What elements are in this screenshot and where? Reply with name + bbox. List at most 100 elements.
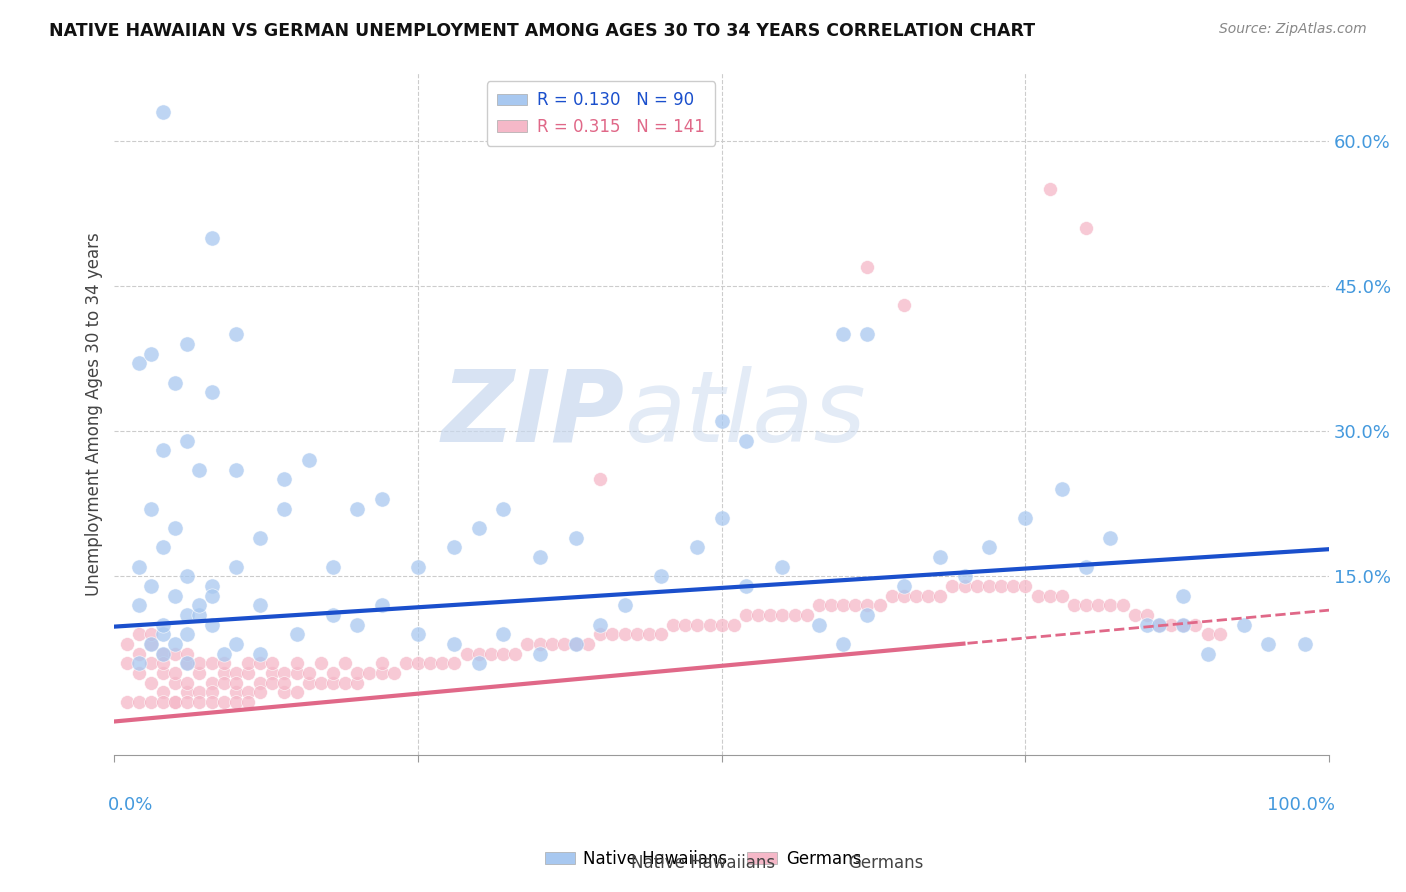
Point bbox=[200, 695, 222, 709]
Point bbox=[176, 607, 198, 622]
Point bbox=[285, 666, 308, 681]
Point bbox=[298, 666, 321, 681]
Point bbox=[139, 657, 162, 671]
Point bbox=[128, 559, 150, 574]
Point bbox=[176, 675, 198, 690]
Point bbox=[128, 657, 150, 671]
Point bbox=[1147, 617, 1170, 632]
Point bbox=[565, 531, 588, 545]
Point bbox=[115, 657, 138, 671]
Point bbox=[492, 647, 515, 661]
Point bbox=[1233, 617, 1256, 632]
Point bbox=[322, 675, 344, 690]
Point bbox=[807, 617, 830, 632]
Point bbox=[176, 657, 198, 671]
Point bbox=[165, 521, 187, 535]
Point bbox=[128, 627, 150, 641]
Point bbox=[262, 666, 284, 681]
Point bbox=[298, 675, 321, 690]
Point bbox=[152, 666, 174, 681]
Point bbox=[176, 337, 198, 351]
Point bbox=[977, 541, 1000, 555]
Point bbox=[200, 579, 222, 593]
Point bbox=[139, 627, 162, 641]
Point bbox=[298, 453, 321, 467]
Point bbox=[370, 491, 392, 506]
Point bbox=[249, 531, 271, 545]
Text: Germans: Germans bbox=[848, 855, 924, 872]
Point bbox=[370, 599, 392, 613]
Point bbox=[1039, 589, 1062, 603]
Point bbox=[710, 511, 733, 525]
Point bbox=[1147, 617, 1170, 632]
Point bbox=[953, 579, 976, 593]
Point bbox=[1026, 589, 1049, 603]
Point bbox=[650, 627, 672, 641]
Point bbox=[370, 657, 392, 671]
Point bbox=[1160, 617, 1182, 632]
Point bbox=[468, 647, 491, 661]
Point bbox=[747, 607, 769, 622]
Text: 100.0%: 100.0% bbox=[1267, 797, 1336, 814]
Point bbox=[735, 607, 758, 622]
Point bbox=[128, 666, 150, 681]
Legend: R = 0.130   N = 90, R = 0.315   N = 141: R = 0.130 N = 90, R = 0.315 N = 141 bbox=[486, 81, 716, 145]
Point bbox=[844, 599, 866, 613]
Point bbox=[735, 579, 758, 593]
Point bbox=[346, 617, 368, 632]
Point bbox=[589, 627, 612, 641]
Point bbox=[285, 627, 308, 641]
Point bbox=[553, 637, 575, 651]
Point bbox=[1039, 182, 1062, 196]
Point bbox=[165, 589, 187, 603]
Point bbox=[139, 695, 162, 709]
Point bbox=[1002, 579, 1025, 593]
Point bbox=[212, 675, 235, 690]
Point bbox=[200, 589, 222, 603]
Point bbox=[1099, 531, 1122, 545]
Point bbox=[759, 607, 782, 622]
Point bbox=[285, 685, 308, 699]
Point bbox=[225, 685, 247, 699]
Point bbox=[139, 637, 162, 651]
Point bbox=[128, 647, 150, 661]
Point bbox=[236, 666, 259, 681]
Point bbox=[212, 695, 235, 709]
Point bbox=[152, 657, 174, 671]
Point bbox=[686, 617, 709, 632]
Point bbox=[370, 666, 392, 681]
Point bbox=[613, 627, 636, 641]
Point bbox=[188, 657, 211, 671]
Point bbox=[832, 327, 855, 342]
Point bbox=[856, 327, 879, 342]
Point bbox=[273, 675, 295, 690]
Point bbox=[1014, 511, 1036, 525]
Point bbox=[1074, 559, 1097, 574]
Point bbox=[1050, 589, 1073, 603]
Point bbox=[273, 685, 295, 699]
Point bbox=[626, 627, 648, 641]
Point bbox=[236, 695, 259, 709]
Point bbox=[1074, 220, 1097, 235]
Point bbox=[139, 675, 162, 690]
Point bbox=[359, 666, 381, 681]
Point bbox=[662, 617, 685, 632]
Point bbox=[262, 675, 284, 690]
Point bbox=[212, 657, 235, 671]
Point bbox=[346, 501, 368, 516]
Text: 0.0%: 0.0% bbox=[108, 797, 153, 814]
Point bbox=[1257, 637, 1279, 651]
Point bbox=[1173, 589, 1195, 603]
Point bbox=[856, 599, 879, 613]
Point bbox=[225, 463, 247, 477]
Point bbox=[285, 657, 308, 671]
Point bbox=[128, 356, 150, 370]
Point bbox=[395, 657, 418, 671]
Point bbox=[188, 463, 211, 477]
Point bbox=[273, 666, 295, 681]
Point bbox=[699, 617, 721, 632]
Point bbox=[309, 675, 332, 690]
Point bbox=[152, 541, 174, 555]
Point bbox=[1099, 599, 1122, 613]
Point bbox=[322, 666, 344, 681]
